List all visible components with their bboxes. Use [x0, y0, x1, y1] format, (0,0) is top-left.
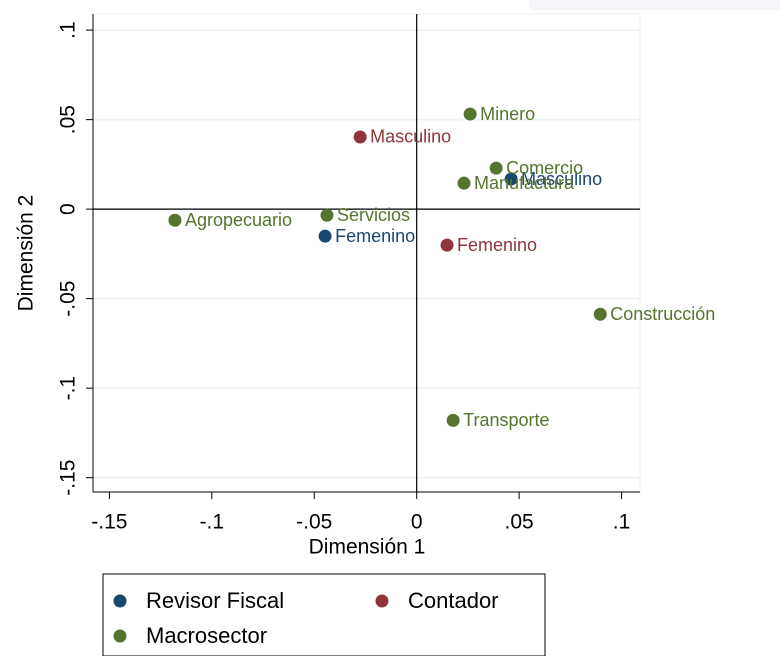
legend-marker [375, 594, 389, 608]
point-label: Masculino [370, 127, 451, 147]
point-label: Masculino [521, 169, 602, 189]
legend-box [102, 573, 546, 656]
y-tick-label: .05 [57, 105, 80, 134]
plot-area [92, 13, 641, 493]
y-tick-label: 0 [57, 203, 80, 215]
y-tick-label: -.15 [57, 460, 80, 496]
y-tick-label: -.1 [57, 376, 80, 401]
point-label: Transporte [463, 410, 549, 430]
point [489, 161, 503, 175]
x-tick-label: -.05 [296, 511, 332, 534]
point [353, 130, 367, 144]
point [440, 238, 454, 252]
point [593, 307, 607, 321]
point [168, 213, 182, 227]
point-label: Agropecuario [185, 210, 292, 230]
point-label: Femenino [457, 235, 537, 255]
point-label: Femenino [335, 226, 415, 246]
point-label: Minero [480, 104, 535, 124]
point [457, 176, 471, 190]
legend-marker [113, 594, 127, 608]
x-tick-label: 0 [411, 511, 423, 534]
point [504, 172, 518, 186]
point-label: Comercio [506, 158, 583, 178]
point [446, 413, 460, 427]
x-tick-label: .1 [613, 511, 631, 534]
legend-label: Macrosector [146, 623, 267, 648]
y-tick-label: -.05 [57, 281, 80, 317]
y-axis-title: Dimensión 2 [15, 195, 38, 312]
x-tick-label: .05 [505, 511, 534, 534]
point [463, 107, 477, 121]
point [320, 208, 334, 222]
legend-marker [113, 629, 127, 643]
x-tick-label: -.15 [91, 511, 127, 534]
point-label: Construcción [610, 304, 715, 324]
legend-label: Revisor Fiscal [146, 588, 284, 613]
legend-label: Contador [408, 588, 499, 613]
point-label: Servicios [337, 205, 410, 225]
x-tick-label: -.1 [200, 511, 225, 534]
point-label: Manufactura [474, 173, 575, 193]
header-strip [530, 0, 780, 10]
point [318, 229, 332, 243]
y-tick-label: .1 [57, 21, 80, 39]
x-axis-title: Dimensión 1 [309, 536, 426, 559]
